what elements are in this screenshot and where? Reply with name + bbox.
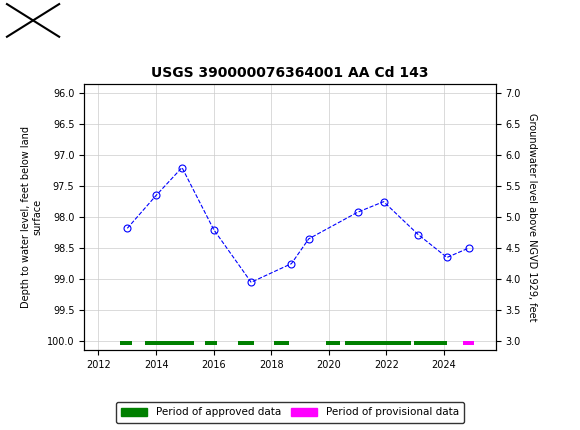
Bar bbox=[463, 341, 474, 344]
Y-axis label: Depth to water level, feet below land
surface: Depth to water level, feet below land su… bbox=[21, 126, 43, 308]
Bar bbox=[414, 341, 447, 344]
Text: USGS: USGS bbox=[67, 13, 114, 28]
Bar bbox=[205, 341, 216, 344]
Bar bbox=[274, 341, 289, 344]
FancyBboxPatch shape bbox=[7, 4, 59, 37]
Bar bbox=[144, 341, 194, 344]
Title: USGS 390000076364001 AA Cd 143: USGS 390000076364001 AA Cd 143 bbox=[151, 66, 429, 80]
Legend: Period of approved data, Period of provisional data: Period of approved data, Period of provi… bbox=[116, 402, 464, 423]
Bar bbox=[238, 341, 254, 344]
Y-axis label: Groundwater level above NGVD 1929, feet: Groundwater level above NGVD 1929, feet bbox=[527, 113, 536, 321]
Bar bbox=[326, 341, 340, 344]
Bar bbox=[120, 341, 132, 344]
Bar bbox=[345, 341, 411, 344]
